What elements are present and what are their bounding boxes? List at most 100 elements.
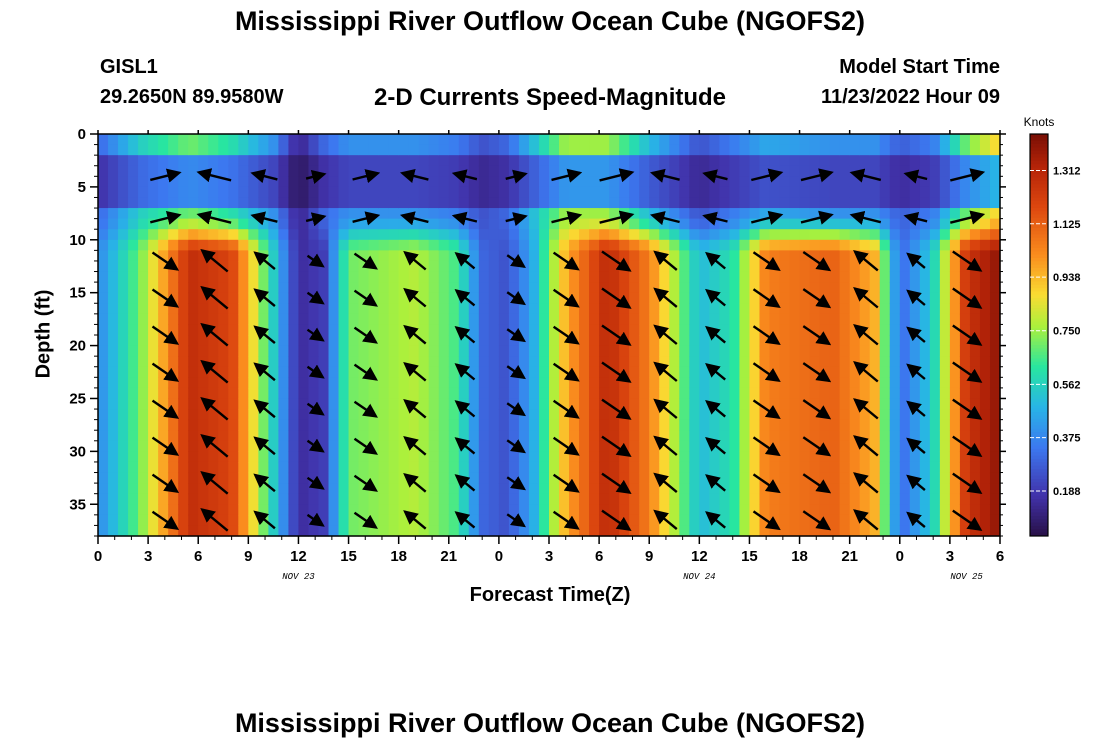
heatmap-cell xyxy=(208,483,219,495)
heatmap-cell xyxy=(979,292,991,304)
date-label: NOV 23 xyxy=(282,572,315,582)
heatmap-cell xyxy=(789,313,801,326)
current-arrow xyxy=(151,251,180,271)
heatmap-cell xyxy=(739,313,751,326)
heatmap-cell xyxy=(248,186,259,199)
heatmap-cell xyxy=(118,134,129,146)
heatmap-cell xyxy=(719,197,730,209)
heatmap-cell xyxy=(649,409,660,421)
colorbar-tick-label: 0.562 xyxy=(1053,379,1081,391)
current-arrow xyxy=(506,439,526,454)
heatmap-cell xyxy=(288,282,300,294)
heatmap-cell xyxy=(378,525,390,537)
x-tick-label: 6 xyxy=(194,548,202,565)
heatmap-cell xyxy=(939,356,951,368)
current-arrow xyxy=(352,211,381,226)
heatmap-cell xyxy=(198,303,209,315)
heatmap-cell xyxy=(378,387,390,400)
heatmap-cell xyxy=(609,239,620,251)
heatmap-cell xyxy=(659,356,670,368)
heatmap-cell xyxy=(549,335,560,347)
heatmap-cell xyxy=(518,461,530,474)
colorbar-segment xyxy=(1030,157,1048,162)
heatmap-cell xyxy=(448,303,460,315)
heatmap-cell xyxy=(589,451,600,463)
heatmap-cell xyxy=(669,419,680,431)
heatmap-cell xyxy=(829,440,841,452)
heatmap-cell xyxy=(609,493,620,505)
heatmap-cell xyxy=(629,197,640,209)
heatmap-cell xyxy=(769,461,781,474)
heatmap-cell xyxy=(218,345,229,357)
heatmap-cell xyxy=(849,440,861,452)
heatmap-cell xyxy=(549,134,560,146)
heatmap-cell xyxy=(689,514,700,527)
heatmap-cell xyxy=(198,186,209,199)
heatmap-cell xyxy=(228,313,239,326)
heatmap-cell xyxy=(378,144,390,156)
heatmap-cell xyxy=(128,197,139,209)
heatmap-cell xyxy=(338,260,350,273)
heatmap-cell xyxy=(158,197,169,209)
heatmap-cell xyxy=(599,387,610,400)
heatmap-cell xyxy=(819,218,831,230)
heatmap-cell xyxy=(398,218,410,230)
heatmap-cell xyxy=(98,218,109,230)
heatmap-cell xyxy=(158,239,169,251)
heatmap-cell xyxy=(448,493,460,505)
heatmap-cell xyxy=(689,377,700,389)
heatmap-cell xyxy=(458,197,470,209)
heatmap-cell xyxy=(278,144,290,156)
heatmap-cell xyxy=(649,260,660,273)
heatmap-cell xyxy=(819,377,831,389)
heatmap-cell xyxy=(969,504,981,516)
heatmap-cell xyxy=(528,155,540,167)
heatmap-cell xyxy=(328,208,340,220)
heatmap-cell xyxy=(268,218,279,230)
heatmap-cell xyxy=(619,144,630,156)
heatmap-cell xyxy=(849,271,861,283)
heatmap-cell xyxy=(829,335,841,347)
heatmap-cell xyxy=(498,239,510,251)
heatmap-cell xyxy=(288,430,300,442)
colorbar-tick-label: 0.188 xyxy=(1053,486,1081,498)
current-arrow xyxy=(853,286,879,309)
current-arrow xyxy=(906,363,926,380)
heatmap-cell xyxy=(899,134,911,146)
heatmap-cell xyxy=(498,398,510,410)
heatmap-cell xyxy=(709,282,720,294)
heatmap-cell xyxy=(348,430,360,442)
heatmap-cell xyxy=(749,419,761,431)
heatmap-cell xyxy=(358,282,370,294)
heatmap-cell xyxy=(579,504,590,516)
heatmap-cell xyxy=(579,313,590,326)
heatmap-cell xyxy=(288,335,300,347)
heatmap-cell xyxy=(939,324,951,336)
heatmap-cell xyxy=(268,186,279,199)
heatmap-cell xyxy=(939,377,951,389)
heatmap-cell xyxy=(689,144,700,156)
current-arrow xyxy=(906,289,926,306)
heatmap-cell xyxy=(829,186,841,199)
heatmap-cell xyxy=(899,525,911,537)
heatmap-cell xyxy=(128,282,139,294)
heatmap-cell xyxy=(699,250,710,262)
heatmap-cell xyxy=(629,335,640,347)
heatmap-cell xyxy=(579,271,590,283)
heatmap-cell xyxy=(759,324,771,336)
heatmap-cell xyxy=(358,186,370,199)
heatmap-cell xyxy=(909,504,921,516)
heatmap-cell xyxy=(418,303,430,315)
heatmap-cell xyxy=(138,387,149,400)
heatmap-cell xyxy=(318,134,330,146)
current-arrow xyxy=(253,288,276,308)
heatmap-cell xyxy=(729,239,741,251)
heatmap-cell xyxy=(488,292,500,304)
heatmap-cell xyxy=(909,313,921,326)
heatmap-cell xyxy=(238,387,249,400)
heatmap-cell xyxy=(218,514,229,527)
heatmap-cell xyxy=(549,356,560,368)
heatmap-cell xyxy=(298,472,310,484)
heatmap-cell xyxy=(328,366,340,378)
heatmap-cell xyxy=(248,366,259,378)
